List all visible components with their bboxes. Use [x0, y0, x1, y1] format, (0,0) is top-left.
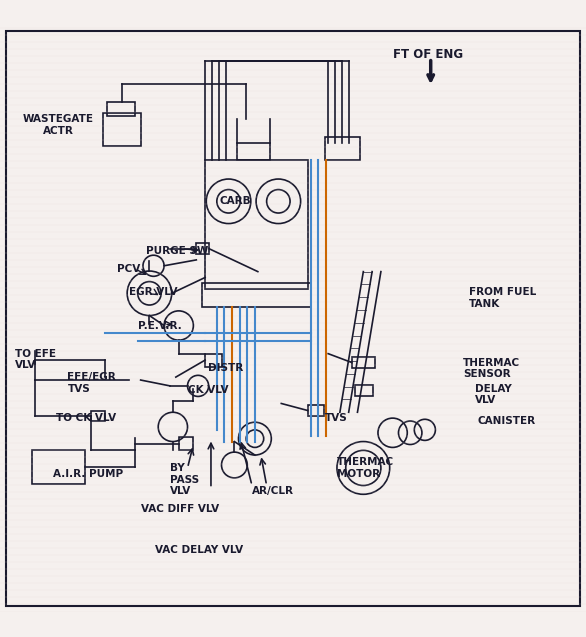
- Text: CANISTER: CANISTER: [478, 416, 536, 426]
- Bar: [325, 137, 360, 161]
- Text: TO CK VLV: TO CK VLV: [56, 413, 116, 423]
- Bar: [205, 161, 308, 289]
- Text: A.I.R. PUMP: A.I.R. PUMP: [53, 469, 123, 479]
- Bar: [355, 385, 373, 396]
- Bar: [237, 143, 270, 161]
- Text: AR/CLR: AR/CLR: [252, 487, 294, 496]
- Text: FROM FUEL
TANK: FROM FUEL TANK: [469, 287, 536, 309]
- Text: CK VLV: CK VLV: [188, 385, 228, 395]
- Bar: [91, 410, 105, 421]
- Text: THERMAC
MOTOR: THERMAC MOTOR: [337, 457, 394, 479]
- Text: EGR VLV: EGR VLV: [129, 287, 178, 297]
- Text: CARB: CARB: [220, 196, 251, 206]
- Text: P.E.V.R.: P.E.V.R.: [138, 320, 182, 331]
- Bar: [196, 243, 209, 254]
- Text: VAC DELAY VLV: VAC DELAY VLV: [155, 545, 243, 555]
- Text: EFE/EGR
TVS: EFE/EGR TVS: [67, 372, 116, 394]
- Text: VAC DIFF VLV: VAC DIFF VLV: [141, 504, 219, 514]
- Text: WASTEGATE
ACTR: WASTEGATE ACTR: [23, 114, 94, 136]
- Text: THERMAC
SENSOR: THERMAC SENSOR: [463, 357, 520, 379]
- Bar: [202, 283, 311, 307]
- Text: DELAY
VLV: DELAY VLV: [475, 384, 512, 406]
- Text: PCV: PCV: [117, 264, 141, 274]
- Bar: [205, 354, 222, 366]
- Text: TO EFE
VLV: TO EFE VLV: [15, 348, 56, 370]
- Text: BY
PASS
VLV: BY PASS VLV: [170, 463, 199, 496]
- Bar: [352, 357, 375, 368]
- Text: FT OF ENG: FT OF ENG: [393, 48, 463, 61]
- Text: PURGE SW: PURGE SW: [146, 246, 209, 256]
- Text: DISTR: DISTR: [208, 363, 243, 373]
- Bar: [103, 113, 141, 146]
- Bar: [107, 102, 135, 117]
- Text: TVS: TVS: [325, 413, 348, 423]
- Bar: [32, 450, 85, 483]
- Bar: [179, 438, 193, 450]
- Bar: [308, 404, 324, 417]
